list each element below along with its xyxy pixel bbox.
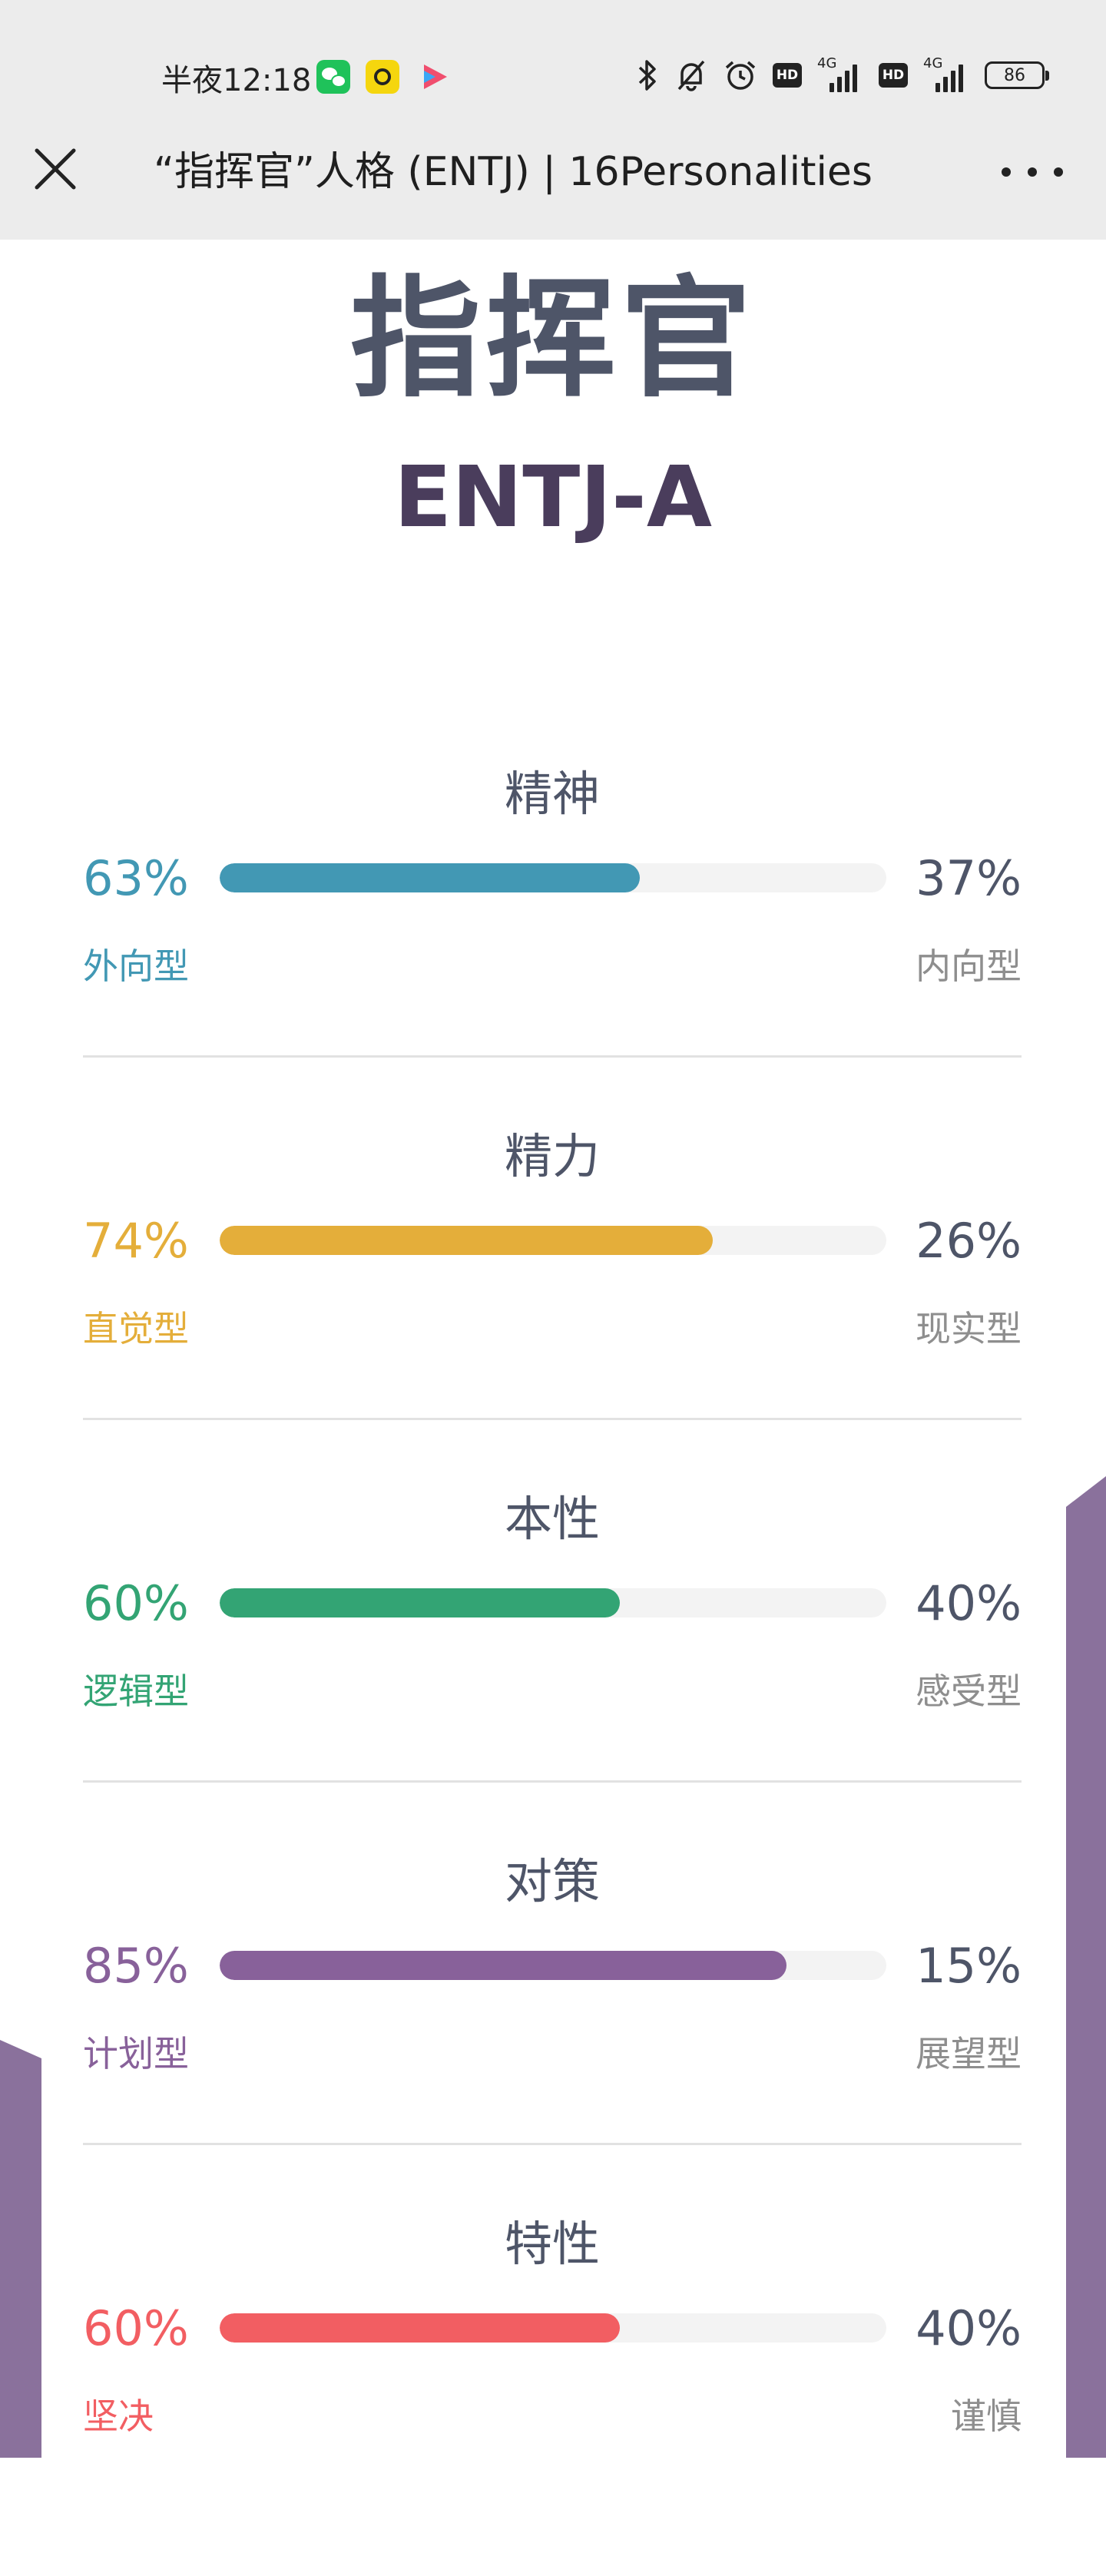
hd-badge: HD bbox=[879, 63, 908, 88]
personality-name: 指挥官 bbox=[349, 263, 756, 416]
network-type-label: 4G bbox=[817, 55, 837, 71]
app-notification-icon bbox=[366, 60, 399, 94]
status-bar: 半夜12:18 HD 4G HD 4G bbox=[0, 0, 1106, 135]
system-icons: HD 4G HD 4G 86 bbox=[636, 55, 1049, 94]
trait-left-label: 坚决 bbox=[83, 2396, 154, 2437]
trait-bar-track bbox=[220, 863, 886, 892]
trait-right-label: 感受型 bbox=[916, 1670, 1022, 1712]
divider bbox=[83, 1055, 1022, 1058]
trait-left-percent: 60% bbox=[83, 2300, 189, 2356]
more-dot-icon bbox=[1054, 167, 1063, 177]
trait-left-percent: 63% bbox=[83, 850, 189, 906]
hd-badge: HD bbox=[773, 63, 802, 88]
divider bbox=[83, 1780, 1022, 1783]
trait-left-label: 逻辑型 bbox=[83, 1670, 189, 1712]
trait-left-percent: 74% bbox=[83, 1213, 189, 1269]
trait-bar-fill bbox=[220, 1588, 620, 1617]
network-type-label: 4G bbox=[923, 55, 943, 71]
trait-right-label: 展望型 bbox=[916, 2033, 1022, 2074]
trait-title: 本性 bbox=[504, 1491, 600, 1547]
divider bbox=[83, 1418, 1022, 1420]
trait-right-label: 现实型 bbox=[916, 1308, 1022, 1349]
personality-card: 指挥官 ENTJ-A 精神 63% 37% 外向型 内向型 精力 74% 26%… bbox=[41, 240, 1065, 2458]
signal-icon: 4G bbox=[923, 55, 969, 92]
trait-identity: 特性 60% 40% 坚决 谨慎 bbox=[83, 2213, 1022, 2576]
alarm-icon bbox=[725, 61, 756, 90]
trait-title: 特性 bbox=[504, 2216, 600, 2272]
close-icon bbox=[35, 148, 76, 190]
more-dot-icon bbox=[1002, 167, 1011, 177]
wechat-notification-icon bbox=[316, 60, 350, 94]
trait-bar-track bbox=[220, 1226, 886, 1255]
trait-bar-track bbox=[220, 1951, 886, 1980]
trait-left-label: 直觉型 bbox=[83, 1308, 189, 1349]
trait-right-label: 谨慎 bbox=[951, 2396, 1022, 2437]
trait-tactics: 对策 85% 15% 计划型 展望型 bbox=[83, 1851, 1022, 2213]
trait-bar-fill bbox=[220, 1951, 786, 1980]
bluetooth-icon bbox=[638, 60, 656, 91]
close-button[interactable] bbox=[31, 144, 80, 194]
trait-bar-fill bbox=[220, 1226, 714, 1255]
trait-left-percent: 85% bbox=[83, 1938, 189, 1994]
signal-icon: 4G bbox=[817, 55, 863, 92]
mute-bell-icon bbox=[677, 60, 705, 91]
trait-bar-fill bbox=[220, 863, 640, 892]
trait-energy: 精力 74% 26% 直觉型 现实型 bbox=[83, 1126, 1022, 1488]
trait-title: 精力 bbox=[504, 1128, 600, 1184]
more-options-button[interactable] bbox=[1002, 144, 1063, 200]
page-title: “指挥官”人格 (ENTJ) | 16Personalities bbox=[154, 149, 873, 195]
trait-right-percent: 26% bbox=[916, 1213, 1022, 1269]
trait-title: 对策 bbox=[504, 1853, 600, 1909]
trait-left-label: 计划型 bbox=[83, 2033, 189, 2074]
trait-nature: 本性 60% 40% 逻辑型 感受型 bbox=[83, 1488, 1022, 1851]
trait-right-percent: 40% bbox=[916, 2300, 1022, 2356]
trait-right-percent: 37% bbox=[916, 850, 1022, 906]
trait-right-percent: 15% bbox=[916, 1938, 1022, 1994]
play-store-notification-icon bbox=[418, 60, 452, 94]
trait-left-percent: 60% bbox=[83, 1575, 189, 1631]
more-dot-icon bbox=[1028, 167, 1037, 177]
status-time: 半夜12:18 bbox=[161, 63, 312, 98]
trait-bar-track bbox=[220, 1588, 886, 1617]
trait-right-percent: 40% bbox=[916, 1575, 1022, 1631]
trait-bar-track bbox=[220, 2313, 886, 2343]
trait-left-label: 外向型 bbox=[83, 945, 189, 987]
divider bbox=[83, 2143, 1022, 2145]
trait-mind: 精神 63% 37% 外向型 内向型 bbox=[83, 763, 1022, 1126]
trait-right-label: 内向型 bbox=[916, 945, 1022, 987]
trait-title: 精神 bbox=[504, 766, 600, 822]
battery-icon: 86 bbox=[985, 61, 1049, 89]
browser-header bbox=[0, 135, 1106, 240]
personality-code: ENTJ-A bbox=[394, 448, 712, 546]
trait-bar-fill bbox=[220, 2313, 620, 2343]
